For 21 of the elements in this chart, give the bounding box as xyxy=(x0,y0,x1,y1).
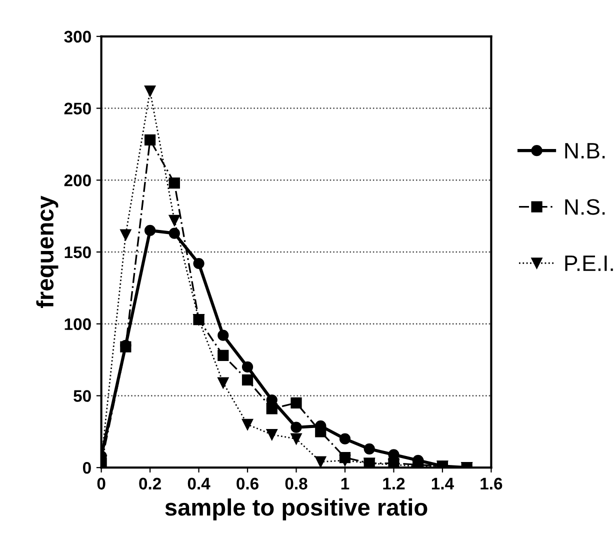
y-tick-label: 250 xyxy=(64,102,91,114)
x-tick-label: 0.4 xyxy=(188,478,210,490)
x-tick-label: 1 xyxy=(341,478,350,490)
legend-label: N.B. xyxy=(565,143,605,158)
y-tick-label: 0 xyxy=(82,462,91,474)
x-tick-label: 1.4 xyxy=(432,478,454,490)
y-tick-label: 300 xyxy=(64,30,91,43)
x-axis-title: sample to positive ratio xyxy=(165,498,428,520)
y-tick-label: 200 xyxy=(64,174,91,186)
legend-label: N.S. xyxy=(565,199,605,215)
x-tick-label: 1.2 xyxy=(383,478,405,490)
x-tick-label: 0 xyxy=(97,478,106,490)
legend-label: P.E.I. xyxy=(565,256,613,271)
x-tick-label: 0.6 xyxy=(236,478,258,490)
x-tick-label: 0.2 xyxy=(139,478,161,490)
x-tick-label: 0.8 xyxy=(285,478,308,490)
y-tick-label: 100 xyxy=(64,318,91,330)
y-axis-title: frequency xyxy=(36,196,58,308)
y-tick-label: 150 xyxy=(64,246,91,258)
x-tick-label: 1.6 xyxy=(480,478,502,490)
y-tick-label: 50 xyxy=(74,390,91,402)
